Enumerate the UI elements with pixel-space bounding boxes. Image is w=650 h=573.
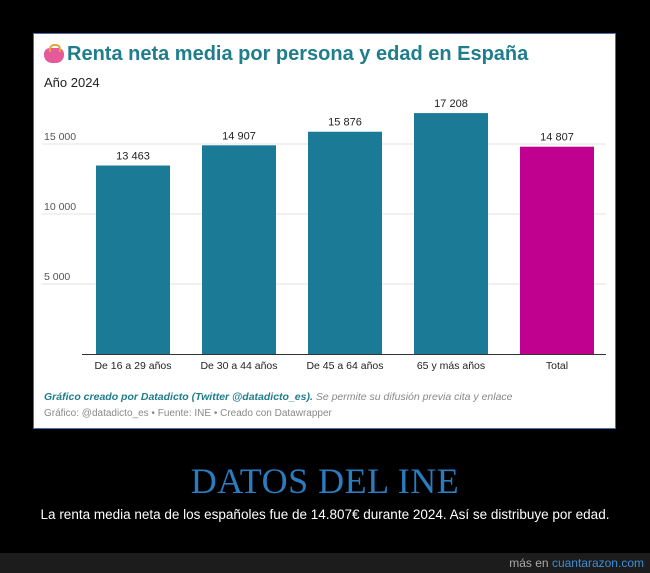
y-tick-label: 5 000 (44, 271, 70, 283)
y-tick-label: 15 000 (44, 131, 76, 143)
bar-value-label: 14 907 (222, 130, 256, 142)
purse-icon (44, 44, 64, 63)
bar-value-label: 13 463 (116, 151, 150, 163)
x-tick-label: De 16 a 29 años (94, 360, 171, 372)
chart-credit: Gráfico: @datadicto_es • Fuente: INE • C… (44, 408, 332, 419)
bar-value-label: 15 876 (328, 117, 362, 129)
chart-title-text: Renta neta media por persona y edad en E… (67, 43, 529, 65)
chart-title: Renta neta media por persona y edad en E… (44, 43, 528, 66)
x-tick-label: Total (546, 360, 568, 372)
footer-bar: más en cuantarazon.com (0, 553, 650, 573)
bar-chart: 5 000 10 000 15 000 13 463 De 16 a 29 años 14… (42, 98, 606, 372)
chart-note-author: Gráfico creado por Datadicto (Twitter @d… (44, 391, 313, 403)
site-link[interactable]: cuantarazon.com (551, 556, 644, 570)
bar-value-label: 14 807 (540, 132, 574, 144)
footer-prefix: más en (509, 556, 549, 570)
x-tick-label: 65 y más años (417, 360, 485, 372)
y-tick-label: 10 000 (44, 201, 76, 213)
bar (520, 146, 594, 354)
chart-subtitle: Año 2024 (44, 75, 100, 90)
headline: DATOS DEL INE (190, 461, 460, 501)
caption: La renta media neta de los españoles fue… (40, 507, 610, 522)
footer-text: más en cuantarazon.com (509, 556, 644, 570)
chart-note-permission: Se permite su difusión previa cita y enl… (315, 391, 513, 403)
bar (308, 131, 382, 354)
x-tick-label: De 45 a 64 años (306, 360, 383, 372)
bar (96, 165, 170, 354)
chart-card: Renta neta media por persona y edad en E… (36, 36, 613, 426)
bar-value-label: 17 208 (434, 98, 468, 110)
chart-note: Gráfico creado por Datadicto (Twitter @d… (44, 391, 513, 403)
x-tick-label: De 30 a 44 años (200, 360, 277, 372)
bar (202, 145, 276, 354)
bar (414, 113, 488, 354)
